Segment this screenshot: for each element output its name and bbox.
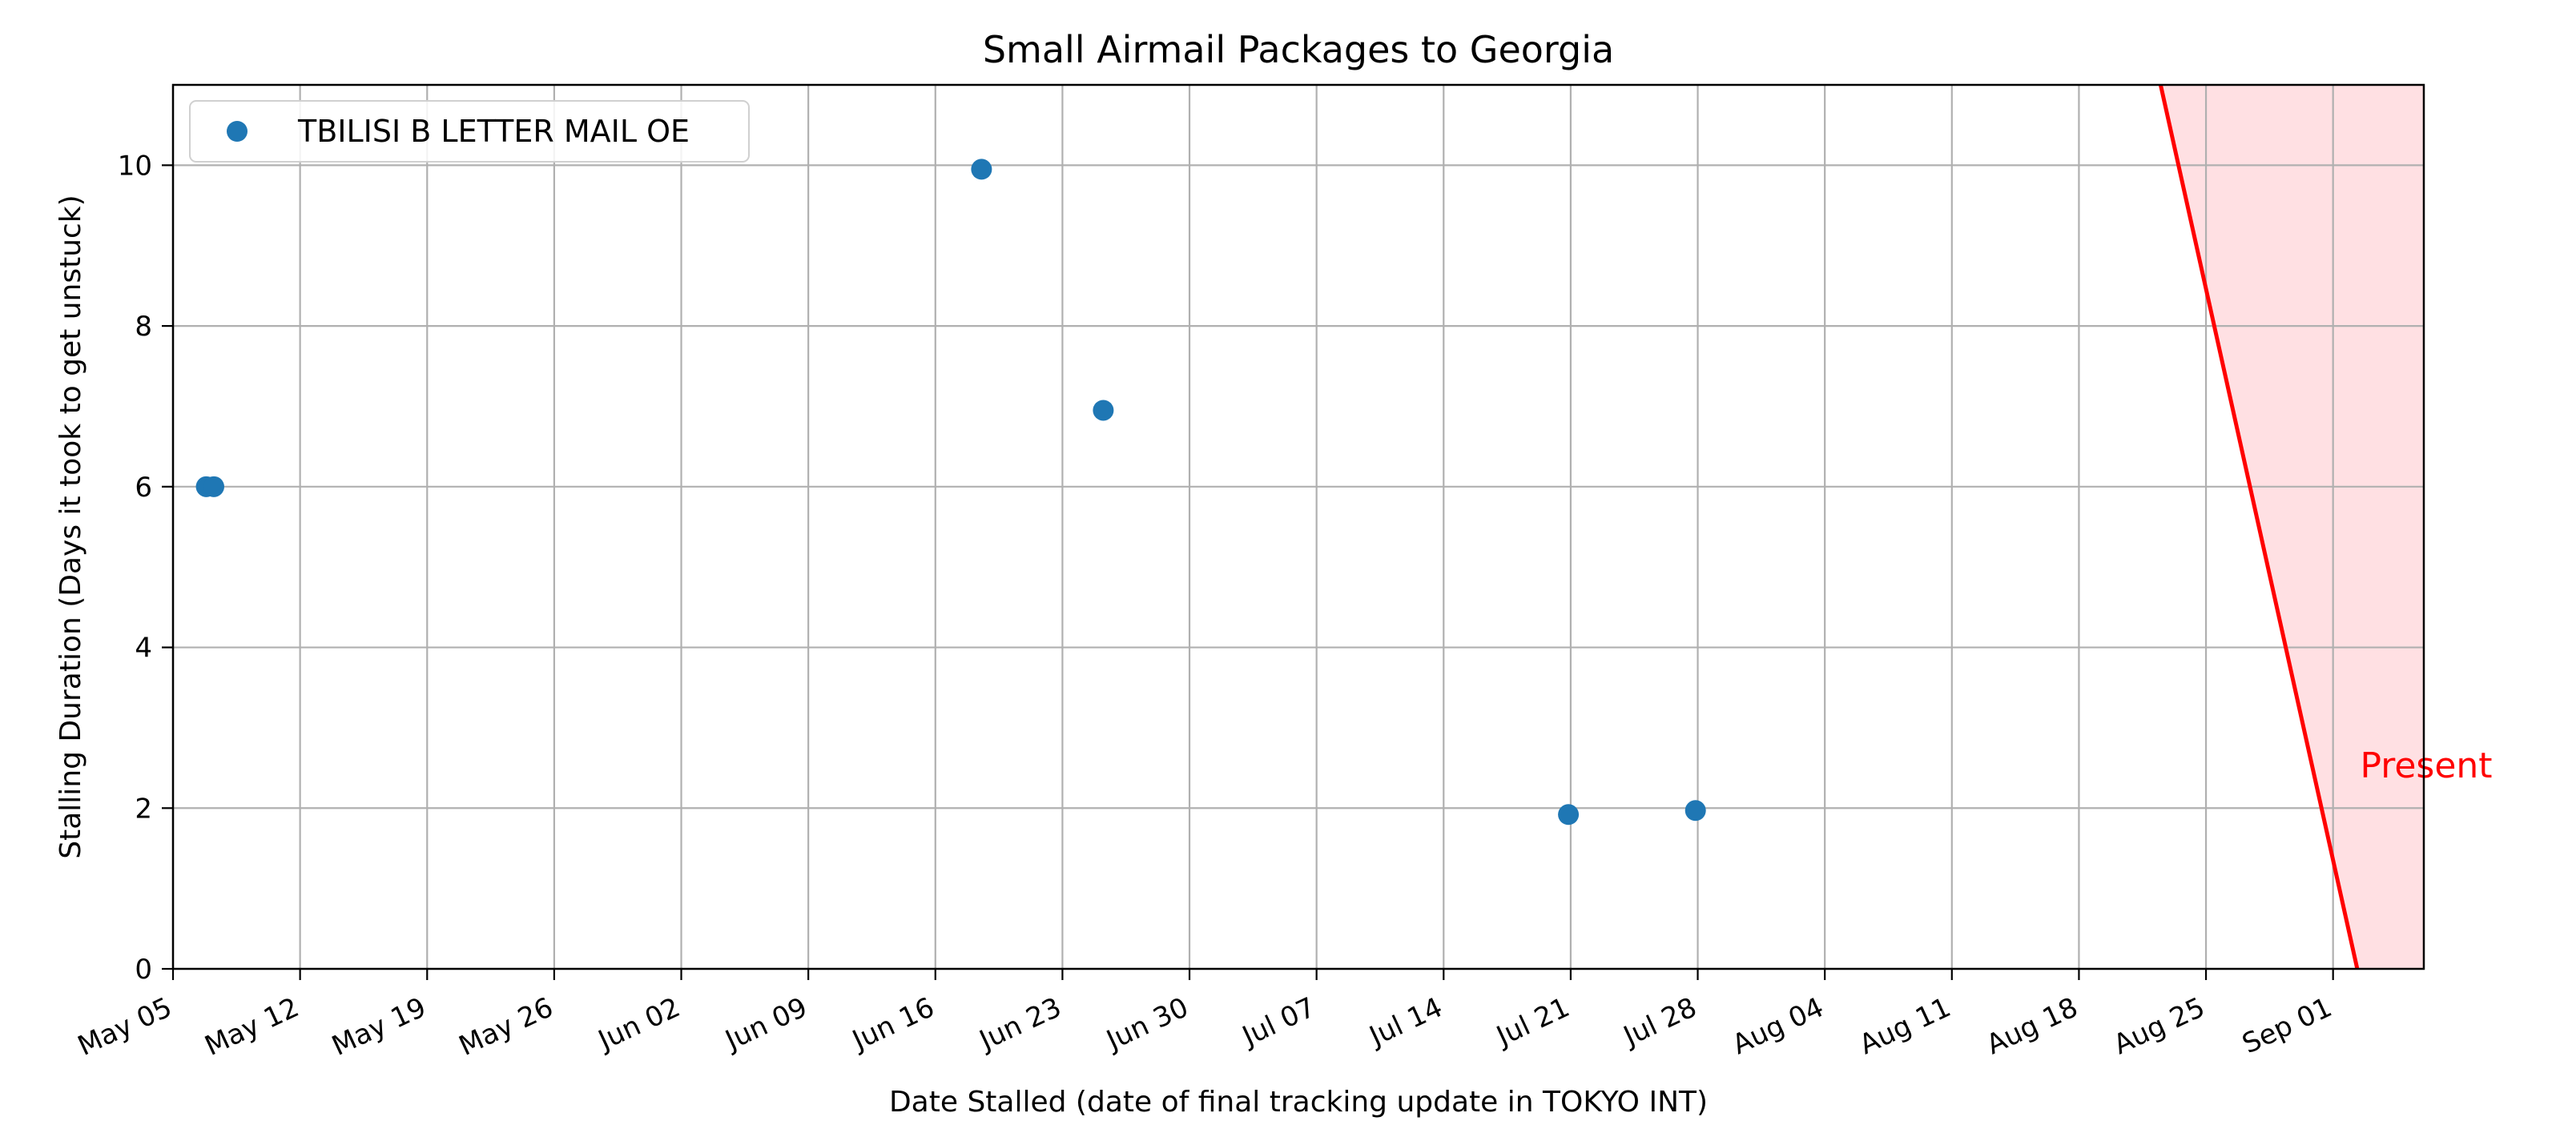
y-tick-label: 6 [135,472,152,504]
data-point [1558,804,1580,826]
data-point [203,476,224,497]
legend: TBILISI B LETTER MAIL OE [189,100,750,163]
present-shaded-region [2160,85,2424,969]
legend-label: TBILISI B LETTER MAIL OE [297,114,690,149]
plot-frame [171,83,2425,970]
legend-marker [227,121,248,142]
present-line [2158,84,2360,970]
x-axis-label: Date Stalled (date of final tracking upd… [889,1086,1708,1119]
y-tick-label: 2 [135,793,152,825]
y-tick-label: 4 [135,633,152,665]
y-tick-label: 8 [135,311,152,343]
y-axis-label: Stalling Duration (Days it took to get u… [54,195,87,858]
data-point [971,159,992,180]
data-point [1093,400,1114,421]
y-axis-ticks: 0 2 4 6 8 10 [118,150,173,986]
chart-title: Small Airmail Packages to Georgia [983,28,1614,71]
data-point [1684,800,1706,822]
present-label: Present [2360,745,2492,786]
y-tick-label: 10 [118,150,152,182]
legend-box [189,100,750,163]
data-points [195,159,1706,826]
y-tick-label: 0 [135,954,152,986]
plot-area: Present [171,83,2493,970]
